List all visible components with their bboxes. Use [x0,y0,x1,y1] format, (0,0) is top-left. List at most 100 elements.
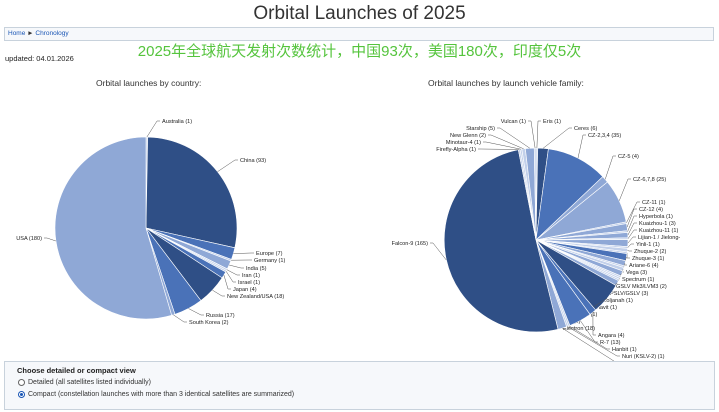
pie-slice-falcon-9-165 [443,149,559,333]
slice-label-firefly-alpha-1: Firefly-Alpha (1) [436,147,476,153]
view-selector-title: Choose detailed or compact view [17,366,136,375]
breadcrumb-bar: Home ► Chronology [4,27,714,41]
slice-label-eris-1: Eris (1) [543,119,561,125]
slice-label-electron-18: Electron (18) [563,326,595,332]
leader-line-zhuque-2-2 [627,249,632,252]
slice-label-kuaizhou-11-1: Kuaizhou-11 (1) [639,228,679,234]
leader-line-lijian-1-jielong [627,236,636,244]
leader-line-cz-6-7-8-25 [618,178,631,201]
slice-label-zoljanah-1: Zoljanah (1) [603,298,633,304]
leader-line-israel-1 [225,271,236,283]
slice-label-japan-4: Japan (4) [233,287,257,293]
slice-label-spectrum-1: Spectrum (1) [622,277,654,283]
leader-line-russia-17 [188,308,204,316]
slice-label-europe-7: Europe (7) [256,251,283,257]
slice-label-south-korea-2: South Korea (2) [189,320,229,326]
slice-label-ariane-6-4: Ariane-6 (4) [629,263,659,269]
slice-label-ceres-6: Ceres (6) [574,126,597,132]
slice-label-china-93: China (93) [240,158,266,164]
breadcrumb-separator: ► [27,30,34,37]
slice-label-vulcan-1: Vulcan (1) [501,119,526,125]
leader-line-r-7-13 [580,320,598,343]
leader-line-new-zealand-usa-18 [212,289,225,297]
compact-view-option[interactable]: Compact (constellation launches with mor… [18,391,294,398]
slice-label-shavit-1: Shavit (1) [593,305,617,311]
leader-line-falcon-9-165 [430,242,447,261]
view-selector-panel: Choose detailed or compact view Detailed… [4,361,715,410]
slice-label-hyperbola-1: Hyperbola (1) [639,214,673,220]
leader-line-cz-11-1 [626,201,640,223]
slice-label-r-7-13: R-7 (13) [600,340,621,346]
slice-label-germany-1: Germany (1) [254,258,286,264]
leader-line-kuaizhou-11-1 [627,229,637,239]
detailed-label: Detailed (all satellites listed individu… [28,379,151,386]
pie-slice-china-93 [145,136,238,249]
leader-line-europe-7 [233,252,254,254]
slice-label-australia-1: Australia (1) [162,119,192,125]
slice-label-kuaizhou-1-3: Kuaizhou-1 (3) [639,221,676,227]
slice-label-india-5: India (5) [246,266,267,272]
slice-label-cz-2-3-4-35: CZ-2,3,4 (35) [588,133,621,139]
compact-label: Compact (constellation launches with mor… [28,391,295,398]
slice-label-russia-17: Russia (17) [206,313,235,319]
leader-line-firefly-alpha-1 [478,148,520,150]
slice-label-zhuque-3-1: Zhuque-3 (1) [632,256,664,262]
leader-line-south-korea-2 [173,314,187,323]
leader-line-ceres-6 [542,127,572,149]
slice-label-pslv-gslv-3: PSLV/GSLV (3) [610,291,648,297]
leader-line-cz-5-4 [604,155,616,180]
leader-line-yinli-1-1 [627,243,634,248]
leader-line-starship-5 [497,127,530,149]
leader-line-australia-1 [146,120,160,138]
slice-label-cz-11-1: CZ-11 (1) [642,200,666,206]
slice-label-iran-1: Iran (1) [242,273,260,279]
detailed-view-option[interactable]: Detailed (all satellites listed individu… [18,379,151,386]
leader-line-cz-2-3-4-35 [577,134,586,159]
slice-label-vega-3: Vega (3) [626,270,647,276]
breadcrumb-home-link[interactable]: Home [8,30,26,37]
banner-caption: 2025年全球航天发射次数统计，中国93次，美国180次，印度仅5次 [137,43,582,60]
country-chart-title: Orbital launches by country: [96,78,202,88]
leader-line-india-5 [229,264,244,269]
slice-label-starship-5: Starship (5) [466,126,495,132]
slice-label-nuri-kslv-2-1: Nuri (KSLV-2) (1) [622,354,665,360]
slice-label-gslv-mk3-lvm3-2: GSLV Mk3/LVM3 (2) [616,284,667,290]
slice-label-zhuque-2-2: Zhuque-2 (2) [634,249,666,255]
slice-label-yinli-1-1: Yinli-1 (1) [636,242,660,248]
leader-line-eris-1 [536,120,541,149]
leader-line-china-93 [217,159,238,172]
leader-line-hanbit-1 [568,325,610,350]
slice-label-minotaur-4-1: Minotaur-4 (1) [446,140,481,146]
slice-label-usa-180: USA (180) [16,236,42,242]
leader-line-usa-180 [44,237,56,242]
slice-label-new-zealand-usa-18: New Zealand/USA (18) [227,294,284,300]
leader-line-iran-1 [226,269,240,276]
page-title: Orbital Launches of 2025 [253,3,466,24]
leader-line-minotaur-4-1 [483,141,521,150]
updated-date: updated: 04.01.2026 [5,54,74,63]
leader-line-kuaizhou-1-3 [627,222,637,236]
leader-line-new-glenn-2 [488,134,524,150]
breadcrumb: Home ► Chronology [8,28,69,40]
slice-label-cz-6-7-8-25: CZ-6,7,8 (25) [633,177,666,183]
pie-slice-vulcan-1 [533,147,537,241]
detailed-radio[interactable] [18,379,25,386]
leader-line-cz-12-4 [626,208,637,228]
compact-radio[interactable] [18,391,25,398]
slice-label-hanbit-1: Hanbit (1) [612,347,637,353]
leader-line-vulcan-1 [528,120,536,149]
leader-line-japan-4 [223,274,231,290]
slice-label-new-glenn-2: New Glenn (2) [450,133,486,139]
leader-line-nuri-kslv-2-1 [567,326,620,357]
slice-label-lijian-1-jielong: Lijian-1 / Jielong- [638,235,680,241]
slice-label-israel-1: Israel (1) [238,280,260,286]
leader-line-angara-4 [592,312,596,336]
leader-line-zhuque-3-1 [626,252,630,259]
breadcrumb-chronology-link[interactable]: Chronology [35,30,69,37]
vehicle-chart-title: Orbital launches by launch vehicle famil… [428,78,584,88]
slice-label-falcon-9-165: Falcon-9 (165) [392,241,429,247]
slice-label-cz-12-4: CZ-12 (4) [639,207,663,213]
slice-label-angara-4: Angara (4) [598,333,625,339]
leader-line-hyperbola-1 [627,215,637,232]
